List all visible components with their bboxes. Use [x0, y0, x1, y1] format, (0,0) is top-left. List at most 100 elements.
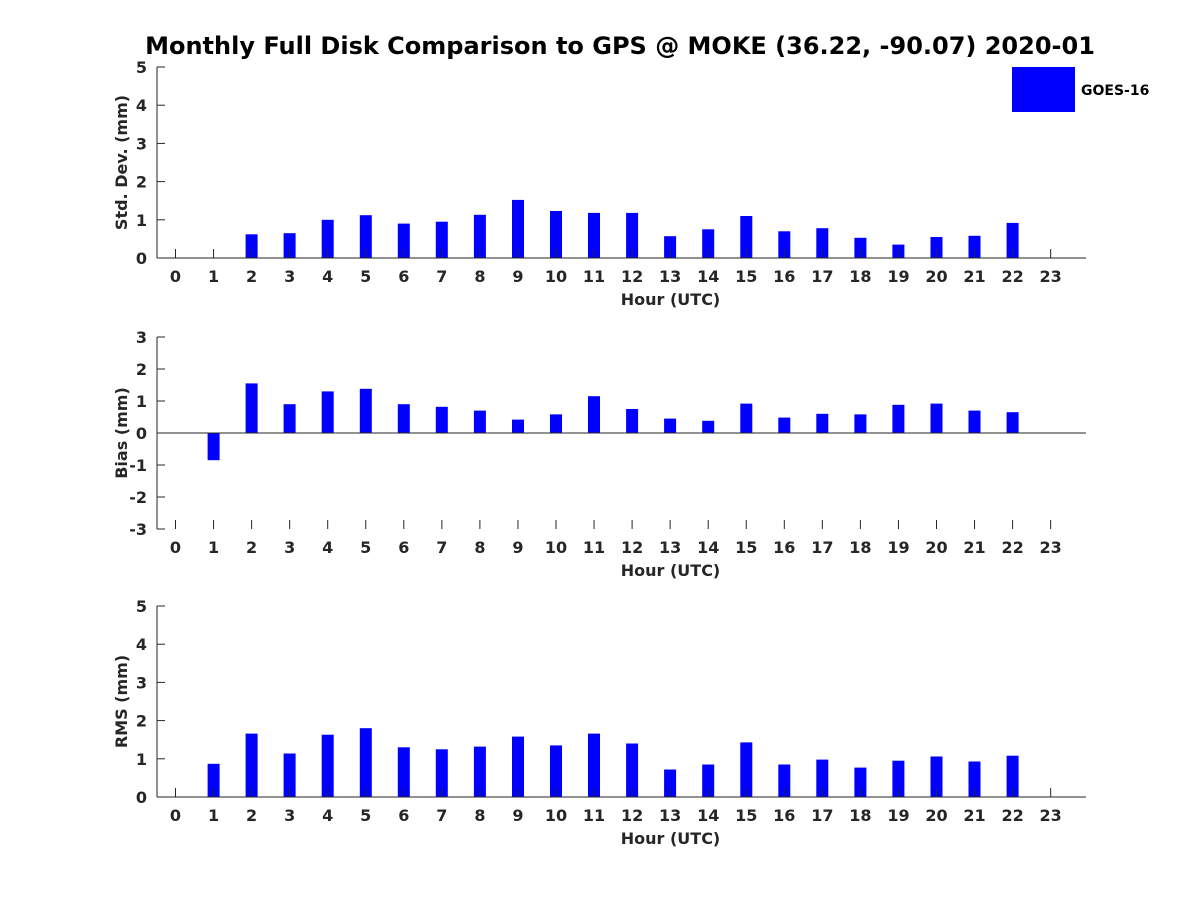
- bar-hour-10: [550, 211, 562, 258]
- x-tick-label: 15: [735, 538, 757, 557]
- y-tick-label: 4: [136, 96, 147, 115]
- bar-hour-15: [740, 216, 753, 258]
- x-tick-label: 4: [322, 267, 333, 286]
- bar-hour-12: [626, 212, 639, 258]
- x-tick-label: 16: [773, 806, 795, 825]
- y-axis-label: Std. Dev. (mm): [112, 95, 131, 230]
- x-tick-label: 10: [545, 806, 567, 825]
- y-tick-label: 5: [136, 597, 147, 616]
- y-tick-label: 3: [136, 328, 147, 347]
- x-tick-label: 17: [811, 538, 833, 557]
- x-tick-label: 11: [583, 267, 605, 286]
- rms-panel: 0 1 2 3 4 5 6 7 8 9 10 11 12 13 14 15 16 17 18 19 20 21 22 2301…: [112, 597, 1086, 848]
- bar-hour-11: [588, 396, 600, 433]
- x-tick-label: 13: [659, 267, 681, 286]
- bar-hour-17: [816, 413, 829, 433]
- x-tick-label: 20: [925, 538, 947, 557]
- x-tick-label: 16: [773, 267, 795, 286]
- x-tick-label: 6: [398, 267, 409, 286]
- legend: GOES-16: [1012, 67, 1149, 112]
- x-tick-label: 13: [659, 806, 681, 825]
- bar-hour-9: [512, 419, 524, 433]
- x-tick-label: 16: [773, 538, 795, 557]
- bar-hour-21: [968, 235, 981, 258]
- bar-hour-11: [588, 212, 600, 258]
- x-tick-label: 7: [436, 538, 447, 557]
- bar-hour-9: [512, 736, 524, 797]
- bar-hour-4: [321, 734, 334, 797]
- bar-hour-6: [397, 223, 410, 258]
- x-tick-label: 23: [1040, 806, 1062, 825]
- y-tick-label: 0: [136, 249, 147, 268]
- x-tick-label: 15: [735, 267, 757, 286]
- bar-hour-13: [664, 418, 677, 433]
- bar-hour-6: [397, 747, 410, 797]
- y-tick-label: -1: [129, 456, 147, 475]
- x-tick-label: 0: [170, 538, 181, 557]
- x-tick-label: 7: [436, 806, 447, 825]
- bar-hour-4: [321, 219, 334, 258]
- bar-hour-7: [435, 749, 448, 798]
- legend-label: GOES-16: [1081, 83, 1149, 99]
- bar-hour-20: [930, 756, 943, 797]
- bar-hour-14: [702, 420, 715, 433]
- bar-hour-5: [359, 728, 372, 797]
- bar-hour-22: [1006, 412, 1019, 433]
- y-tick-label: 1: [136, 392, 147, 411]
- y-tick-label: 2: [136, 360, 147, 379]
- x-tick-label: 8: [474, 267, 485, 286]
- x-tick-label: 22: [1001, 267, 1023, 286]
- x-tick-label: 20: [925, 267, 947, 286]
- bias-panel: 0 1 2 3 4 5 6 7 8 9 10 11 12 13 14 15 16 17 18 19 20 21 22 23-3…: [112, 328, 1086, 580]
- y-tick-label: 0: [136, 424, 147, 443]
- x-tick-label: 9: [512, 538, 523, 557]
- bar-hour-1: [207, 433, 220, 461]
- x-tick-label: 23: [1040, 538, 1062, 557]
- x-tick-label: 4: [322, 538, 333, 557]
- bar-hour-10: [550, 745, 562, 797]
- x-tick-label: 0: [170, 806, 181, 825]
- x-tick-label: 12: [621, 538, 643, 557]
- x-tick-label: 2: [246, 267, 257, 286]
- bar-hour-1: [207, 763, 220, 797]
- x-tick-label: 14: [697, 806, 719, 825]
- x-tick-label: 5: [360, 267, 371, 286]
- x-tick-label: 10: [545, 538, 567, 557]
- x-tick-label: 22: [1001, 538, 1023, 557]
- x-tick-label: 6: [398, 806, 409, 825]
- y-tick-label: -2: [129, 488, 147, 507]
- bar-hour-15: [740, 742, 753, 797]
- y-tick-label: -3: [129, 520, 147, 539]
- bar-hour-10: [550, 414, 562, 433]
- bar-hour-3: [283, 233, 296, 258]
- bar-hour-7: [435, 406, 448, 433]
- x-tick-label: 6: [398, 538, 409, 557]
- x-tick-label: 19: [887, 267, 909, 286]
- bar-hour-18: [854, 414, 867, 433]
- x-tick-label: 21: [963, 538, 985, 557]
- bar-hour-16: [778, 231, 791, 258]
- bar-hour-15: [740, 403, 753, 433]
- x-tick-label: 8: [474, 538, 485, 557]
- x-tick-label: 1: [208, 806, 219, 825]
- bar-hour-14: [702, 764, 715, 797]
- x-tick-label: 1: [208, 267, 219, 286]
- x-tick-label: 3: [284, 267, 295, 286]
- x-axis-label: Hour (UTC): [621, 561, 721, 580]
- x-tick-label: 23: [1040, 267, 1062, 286]
- x-tick-label: 3: [284, 806, 295, 825]
- bar-hour-4: [321, 391, 334, 433]
- bar-hour-14: [702, 229, 715, 258]
- bar-hour-2: [245, 234, 258, 258]
- x-tick-label: 14: [697, 538, 719, 557]
- bar-hour-3: [283, 404, 296, 433]
- bar-hour-12: [626, 409, 639, 433]
- x-tick-label: 19: [887, 538, 909, 557]
- bar-hour-19: [892, 404, 905, 433]
- x-tick-label: 18: [849, 267, 871, 286]
- y-tick-label: 4: [136, 635, 147, 654]
- x-tick-label: 19: [887, 806, 909, 825]
- bar-hour-19: [892, 760, 905, 797]
- x-tick-label: 10: [545, 267, 567, 286]
- bar-hour-22: [1006, 755, 1019, 797]
